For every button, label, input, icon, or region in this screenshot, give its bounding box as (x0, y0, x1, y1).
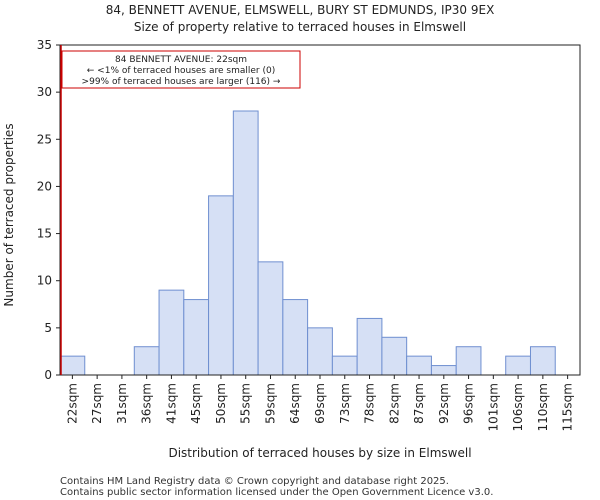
y-tick-label: 15 (37, 227, 52, 241)
bar-92sqm (430, 365, 457, 376)
y-tick-label: 10 (37, 274, 52, 288)
bar-82sqm (381, 336, 408, 376)
x-axis-ticks: 22sqm 27sqm 31sqm 36sqm 41sqm 45sqm 50sqm 55sqm… (65, 375, 575, 431)
bar-50sqm (208, 195, 234, 376)
y-tick-label: 5 (44, 321, 52, 335)
annotation-line2: ← <1% of terraced houses are smaller (0) (87, 66, 275, 76)
x-tick-label: 92sqm (437, 383, 451, 424)
bar-64sqm (282, 299, 309, 376)
x-tick-label: 22sqm (65, 383, 79, 424)
bar-106sqm (505, 355, 531, 376)
x-tick-label: 50sqm (214, 383, 228, 424)
bar-96sqm (455, 346, 482, 376)
y-axis-label: Number of terraced properties (2, 123, 16, 306)
bar-110sqm (529, 346, 556, 376)
bar-22sqm (59, 355, 86, 376)
bar-69sqm (307, 327, 333, 376)
y-tick-label: 30 (37, 85, 52, 99)
chart-title-line2: Size of property relative to terraced ho… (134, 20, 466, 34)
x-tick-label: 78sqm (363, 383, 377, 424)
bar-45sqm (183, 299, 210, 376)
annotation-box: 84 BENNETT AVENUE: 22sqm ← <1% of terrac… (61, 50, 301, 89)
footer-line1: Contains HM Land Registry data © Crown c… (60, 476, 449, 487)
chart-title-line1: 84, BENNETT AVENUE, ELMSWELL, BURY ST ED… (106, 3, 495, 17)
x-tick-label: 59sqm (263, 383, 277, 424)
x-tick-label: 55sqm (239, 383, 253, 424)
y-tick-label: 25 (37, 132, 52, 146)
x-axis-label: Distribution of terraced houses by size … (168, 446, 471, 460)
bar-36sqm (133, 346, 160, 376)
x-tick-label: 106sqm (511, 383, 525, 431)
x-tick-label: 115sqm (561, 383, 575, 431)
x-tick-label: 69sqm (313, 383, 327, 424)
x-tick-label: 96sqm (462, 383, 476, 424)
bar-78sqm (356, 317, 383, 376)
y-tick-label: 35 (37, 38, 52, 52)
x-tick-label: 87sqm (412, 383, 426, 424)
footer-line2: Contains public sector information licen… (60, 487, 493, 498)
y-tick-label: 0 (44, 368, 52, 382)
x-tick-label: 45sqm (189, 383, 203, 424)
x-tick-label: 36sqm (140, 383, 154, 424)
x-tick-label: 31sqm (115, 383, 129, 424)
bar-87sqm (406, 355, 432, 376)
x-tick-label: 41sqm (164, 383, 178, 424)
x-tick-label: 82sqm (387, 383, 401, 424)
annotation-line3: >99% of terraced houses are larger (116)… (82, 77, 281, 87)
x-tick-label: 64sqm (288, 383, 302, 424)
x-tick-label: 110sqm (536, 383, 550, 431)
x-tick-label: 73sqm (338, 383, 352, 424)
bar-59sqm (257, 261, 284, 376)
bar-55sqm (232, 110, 259, 376)
plot-area (59, 44, 581, 376)
bar-73sqm (331, 355, 358, 376)
x-tick-label: 101sqm (486, 383, 500, 431)
bar-41sqm (158, 289, 185, 376)
y-tick-label: 20 (37, 179, 52, 193)
bar-series (59, 110, 556, 376)
y-axis-ticks: 0 5 10 15 20 25 30 35 (37, 38, 60, 382)
annotation-line1: 84 BENNETT AVENUE: 22sqm (115, 55, 247, 65)
x-tick-label: 27sqm (90, 383, 104, 424)
